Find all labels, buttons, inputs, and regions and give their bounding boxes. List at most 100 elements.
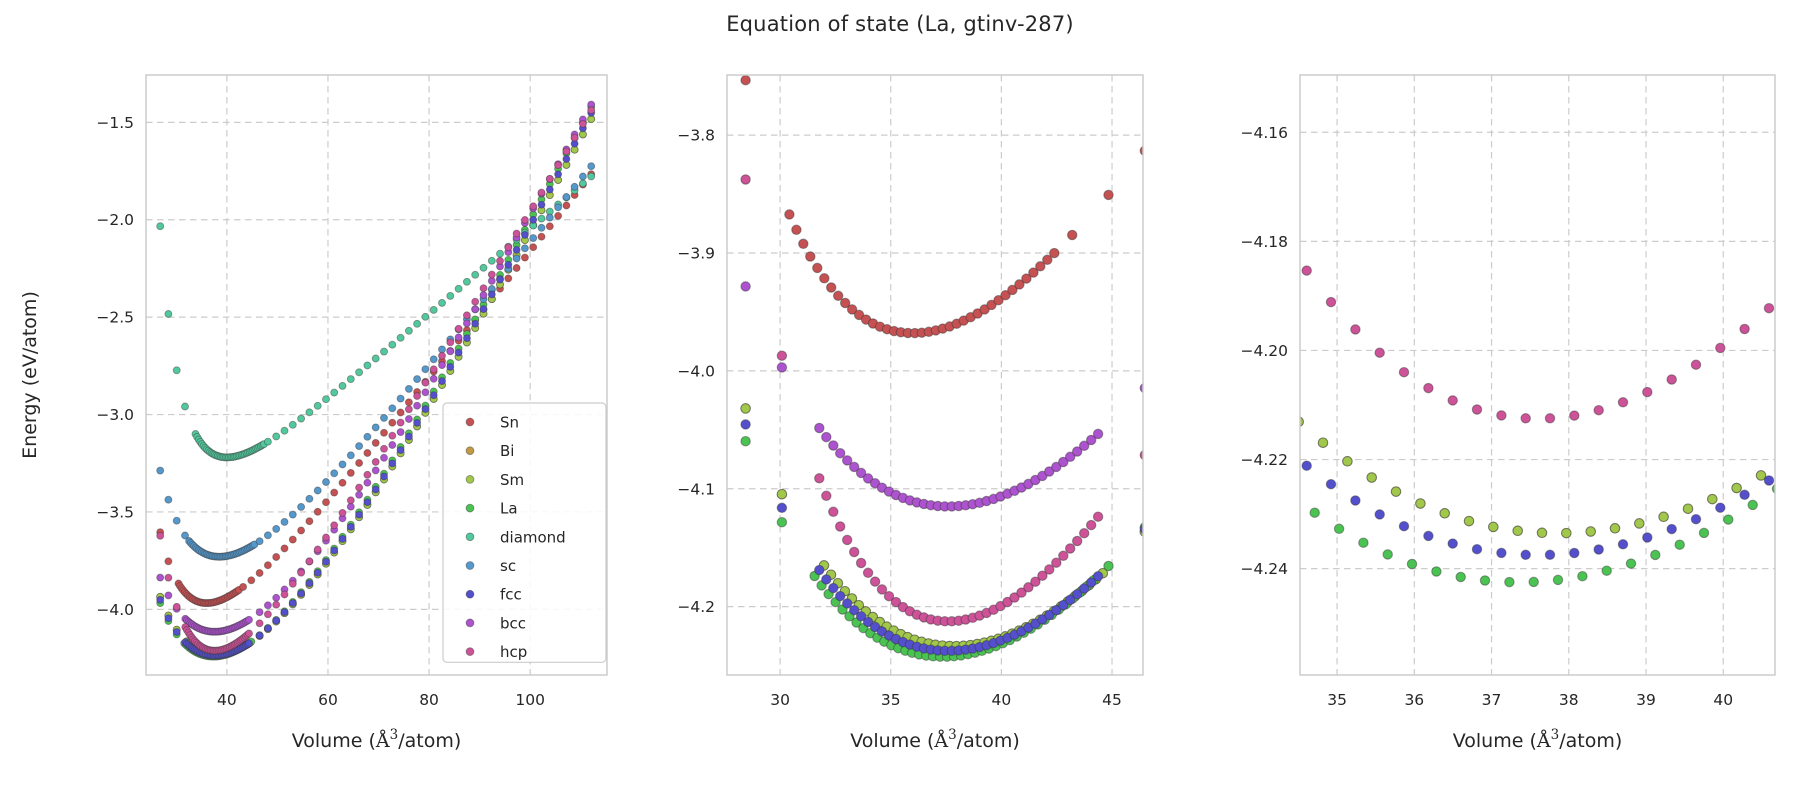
data-point (313, 545, 322, 554)
data-point (1058, 456, 1069, 468)
data-point (855, 467, 867, 479)
data-point (1071, 446, 1083, 457)
y-tick-label: −4.18 (1241, 233, 1289, 251)
data-point (322, 498, 330, 507)
data-point (156, 573, 165, 582)
data-point (512, 264, 521, 272)
data-point (805, 251, 816, 262)
data-point (263, 561, 272, 570)
data-point (520, 230, 529, 239)
data-point (1715, 342, 1726, 354)
data-point (462, 277, 471, 286)
data-point (371, 423, 380, 432)
data-point (812, 262, 823, 274)
data-point (1064, 451, 1076, 463)
data-point (172, 366, 181, 375)
data-point (1520, 413, 1531, 424)
data-point (1552, 574, 1564, 586)
data-point (421, 388, 430, 397)
data-point (396, 428, 405, 437)
data-point (272, 432, 281, 441)
data-point (346, 468, 355, 477)
data-point (338, 381, 347, 390)
data-point (841, 598, 853, 609)
data-point (1085, 434, 1097, 446)
data-point (1569, 410, 1580, 421)
data-point (1781, 457, 1790, 466)
data-point (1504, 576, 1515, 588)
data-point (288, 535, 297, 544)
legend-item-bcc: bcc (465, 614, 526, 632)
data-point (862, 567, 874, 579)
data-point (446, 338, 455, 347)
data-point (587, 162, 596, 171)
data-point (446, 347, 455, 356)
data-point (164, 310, 173, 318)
data-point (1007, 284, 1018, 296)
data-point (537, 200, 546, 209)
data-point (834, 521, 846, 532)
legend-item-Sn: Sn (465, 414, 519, 432)
legend-marker-hcp (465, 647, 475, 656)
data-point (338, 508, 347, 517)
legend-marker-fcc (465, 589, 475, 599)
data-point (839, 297, 851, 309)
data-point (1439, 508, 1450, 519)
axes-frame (145, 74, 608, 676)
data-point (776, 502, 788, 514)
data-point (479, 284, 488, 293)
data-point (1682, 503, 1694, 514)
data-point (1650, 549, 1661, 561)
legend-item-hcp: hcp (465, 643, 527, 661)
data-point (848, 461, 860, 473)
data-point (363, 470, 372, 479)
data-point (869, 621, 881, 633)
legend-marker-La (465, 503, 475, 513)
data-point (305, 494, 314, 503)
data-point (305, 408, 314, 417)
x-tick-label: 40 (1713, 691, 1733, 709)
data-point (1634, 518, 1645, 529)
legend-label-fcc: fcc (500, 586, 522, 604)
data-point (832, 290, 844, 302)
data-point (272, 616, 281, 625)
data-point (529, 234, 538, 243)
series-fcc (1253, 417, 1775, 561)
data-point (1333, 523, 1345, 535)
data-point (1423, 530, 1434, 542)
data-point (883, 590, 895, 602)
y-tick-label: −3.8 (677, 127, 715, 145)
data-point (380, 472, 388, 481)
data-point (1002, 596, 1013, 608)
data-point (413, 392, 422, 400)
data-point (396, 418, 405, 427)
y-tick-label: −2.5 (96, 309, 134, 327)
data-point (245, 639, 253, 648)
data-point (239, 582, 248, 591)
data-point (388, 431, 397, 440)
data-point (972, 308, 983, 319)
data-point (380, 347, 388, 356)
data-point (1253, 417, 1262, 426)
data-point (388, 340, 397, 349)
data-point (1698, 527, 1710, 539)
legend-item-sc: sc (465, 557, 516, 575)
y-tick-label: −4.20 (1241, 342, 1289, 360)
data-point (330, 521, 339, 530)
x-tick-label: 35 (1327, 691, 1347, 709)
data-point (263, 601, 272, 610)
data-point (454, 348, 463, 357)
data-point (825, 282, 837, 293)
data-point (979, 304, 990, 315)
data-point (330, 546, 339, 555)
data-point (388, 441, 397, 449)
data-point (1092, 511, 1104, 522)
data-point (791, 224, 802, 236)
y-tick-label: −3.0 (96, 406, 134, 424)
data-point (255, 619, 264, 628)
data-point (245, 615, 253, 624)
data-point (537, 214, 546, 223)
series-hcp (1301, 265, 1775, 424)
data-point (1406, 558, 1418, 570)
legend-marker-diamond (465, 532, 475, 542)
